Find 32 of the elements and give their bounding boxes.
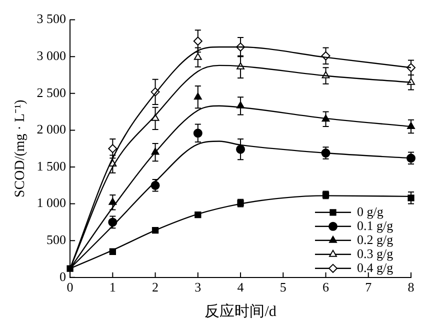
legend-label: 0.3 g/g [357,246,394,261]
y-tick-label: 500 [46,232,66,248]
x-tick-label: 5 [280,280,286,295]
y-tick-label: 3 500 [36,11,66,26]
legend-label: 0 g/g [357,204,384,219]
y-tick-label: 1 000 [36,195,66,210]
legend-label: 0.4 g/g [357,260,394,275]
legend-label: 0.2 g/g [357,232,394,247]
y-tick-label: 1 500 [36,158,66,174]
x-tick-label: 1 [109,280,116,295]
x-tick-label: 8 [408,280,414,295]
y-tick-label: 2 500 [36,84,66,100]
x-tick-label: 6 [322,280,330,295]
y-tick-label: 0 [60,268,66,284]
x-tick-label: 2 [152,280,159,295]
point [193,36,202,46]
point [108,144,118,154]
y-tick-label: 3 000 [36,48,66,64]
point [108,198,117,205]
x-tick-label: 4 [237,280,244,295]
x-axis-title: 反应时间/d [204,302,277,320]
point [408,194,414,202]
point [194,92,202,100]
x-tick-label: 7 [365,280,372,295]
point [236,144,246,154]
x-tick-label: 3 [194,280,202,295]
point [193,128,202,138]
point [194,52,202,60]
point [407,122,415,130]
legend-label: 0.1 g/g [357,218,394,233]
y-tick-label: 2 000 [36,122,66,137]
y-axis-title: SCOD/(mg · L⁻¹) [13,99,28,198]
